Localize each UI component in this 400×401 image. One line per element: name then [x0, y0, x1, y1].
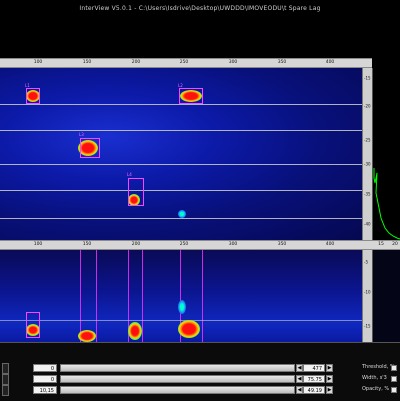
profile-trace [373, 168, 400, 240]
tick-label: -15 [364, 323, 371, 329]
hotspot [180, 90, 202, 102]
marker-label: L2 [178, 83, 183, 88]
marker-label: L3 [79, 132, 84, 137]
hotspot [26, 90, 40, 102]
marker-box[interactable] [179, 88, 203, 104]
value-field[interactable]: 75.75 [303, 375, 325, 383]
hotspot [128, 194, 140, 206]
tick-label: 100 [33, 60, 43, 65]
tick-label: 150 [82, 60, 92, 65]
tick-label: 200 [131, 60, 141, 65]
tick-label: -15 [364, 75, 371, 81]
marker-box[interactable] [128, 178, 144, 206]
opacity-slider[interactable] [60, 386, 295, 394]
hotspot [178, 210, 186, 218]
marker-box[interactable] [26, 312, 40, 338]
value-field[interactable]: 477 [303, 364, 325, 372]
row-handle[interactable] [2, 385, 9, 396]
value-field[interactable]: 49.19 [303, 386, 325, 394]
tick-label: -40 [364, 221, 371, 227]
tick-label: 300 [228, 242, 238, 247]
tick-label: 350 [277, 242, 287, 247]
value-field[interactable]: 10,15 [33, 386, 57, 394]
tick-label: 250 [179, 242, 189, 247]
arrow-right-icon[interactable]: ▶ [326, 375, 333, 383]
row-handle[interactable] [2, 374, 9, 385]
hotspot [178, 320, 200, 338]
mid-axis: 100 150 200 250 300 350 400 15 20 [0, 240, 400, 250]
arrow-left-icon[interactable]: ◀ [296, 364, 303, 372]
marker-box[interactable] [80, 138, 100, 158]
control-panel: 0 ◀ 477 ▶ 0 ◀ 75.75 ▶ 10,15 ◀ 49.19 ▶ Th… [0, 342, 400, 401]
hotspot [178, 300, 186, 314]
tick-label: 300 [228, 60, 238, 65]
tick-label: 150 [82, 242, 92, 247]
tick-label: -20 [364, 103, 371, 109]
opacity-checkbox[interactable] [391, 387, 397, 393]
threshold-slider[interactable] [60, 364, 295, 372]
tick-label: 350 [277, 60, 287, 65]
width-checkbox[interactable] [391, 376, 397, 382]
window-title: InterView V5.0.1 - C:\Users\Isdrive\Desk… [0, 0, 400, 18]
tick-label: -35 [364, 191, 371, 197]
width-slider[interactable] [60, 375, 295, 383]
tick-label: 200 [131, 242, 141, 247]
hotspot [78, 140, 98, 156]
tick-label: 400 [325, 60, 335, 65]
bottom-heatmap[interactable] [0, 250, 362, 342]
marker-label: L4 [127, 172, 132, 177]
threshold-label: Threshold, % [362, 364, 395, 370]
arrow-left-icon[interactable]: ◀ [296, 386, 303, 394]
tick-label: -5 [364, 259, 368, 265]
tick-label: -30 [364, 161, 371, 167]
tick-label: 250 [179, 60, 189, 65]
threshold-checkbox[interactable] [391, 365, 397, 371]
intensity-profile [372, 68, 400, 240]
arrow-right-icon[interactable]: ▶ [326, 364, 333, 372]
tick-label: -10 [364, 289, 371, 295]
arrow-right-icon[interactable]: ▶ [326, 386, 333, 394]
arrow-left-icon[interactable]: ◀ [296, 375, 303, 383]
marker-label: L1 [25, 83, 30, 88]
hotspot [26, 324, 40, 336]
hotspot [128, 322, 142, 340]
right-axis-top: -15 -20 -25 -30 -35 -40 [362, 68, 373, 240]
tick-label: 400 [325, 242, 335, 247]
hotspot [78, 330, 96, 342]
tick-label: 100 [33, 242, 43, 247]
width-label: Width, s'3 [362, 375, 387, 381]
top-heatmap[interactable]: L1 L2 L3 L4 [0, 68, 362, 240]
opacity-label: Opacity, % [362, 386, 390, 392]
bottom-profile [372, 250, 400, 342]
right-axis-bottom: -5 -10 -15 [362, 250, 373, 342]
top-axis: 100 150 200 250 300 350 400 [0, 58, 372, 68]
toolbar [0, 18, 400, 58]
value-field[interactable]: 0 [33, 375, 57, 383]
tick-label: -25 [364, 137, 371, 143]
row-handle[interactable] [2, 363, 9, 374]
value-field[interactable]: 0 [33, 364, 57, 372]
tick-label: 20 [392, 242, 398, 247]
tick-label: 15 [378, 242, 384, 247]
marker-box[interactable] [26, 88, 40, 104]
